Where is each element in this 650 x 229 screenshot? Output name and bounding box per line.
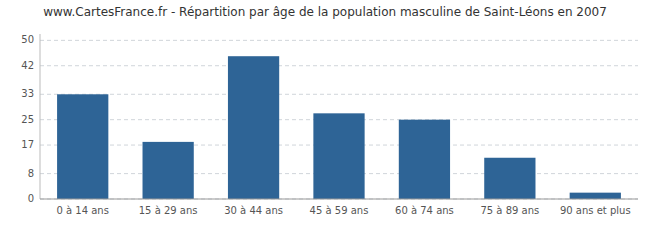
grid [40, 40, 638, 199]
y-axis-ticks: 0 8 17 25 33 42 50 [21, 34, 34, 204]
x-tick-label: 60 à 74 ans [395, 205, 454, 216]
x-tick-label: 90 ans et plus [560, 205, 631, 216]
bar [399, 120, 450, 199]
x-axis-line [40, 199, 638, 200]
y-axis-line [40, 34, 41, 199]
chart-container: www.CartesFrance.fr - Répartition par âg… [0, 0, 650, 229]
chart-title: www.CartesFrance.fr - Répartition par âg… [43, 5, 607, 19]
grid-line [40, 94, 638, 95]
grid-line [40, 65, 638, 66]
x-axis-ticks: 0 à 14 ans 15 à 29 ans 30 à 44 ans 45 à 59 … [56, 205, 630, 216]
y-tick-label: 50 [21, 34, 34, 45]
grid-line [40, 199, 638, 200]
x-tick-label: 45 à 59 ans [310, 205, 369, 216]
x-tick-label: 30 à 44 ans [224, 205, 283, 216]
y-tick-label: 33 [21, 88, 34, 99]
y-tick-label: 25 [21, 114, 34, 125]
y-tick-label: 42 [21, 60, 34, 71]
bar [57, 94, 108, 199]
bar [570, 193, 621, 199]
x-tick-label: 15 à 29 ans [139, 205, 198, 216]
bar [313, 113, 364, 199]
grid-line [40, 40, 638, 41]
x-tick-label: 75 à 89 ans [480, 205, 539, 216]
bars [57, 56, 621, 199]
y-tick-label: 8 [28, 168, 34, 179]
x-tick-label: 0 à 14 ans [56, 205, 108, 216]
bar [143, 142, 194, 199]
bar [484, 158, 535, 199]
bar [228, 56, 279, 199]
y-tick-label: 0 [28, 193, 34, 204]
y-tick-label: 17 [21, 139, 34, 150]
chart-svg: www.CartesFrance.fr - Répartition par âg… [0, 0, 650, 229]
